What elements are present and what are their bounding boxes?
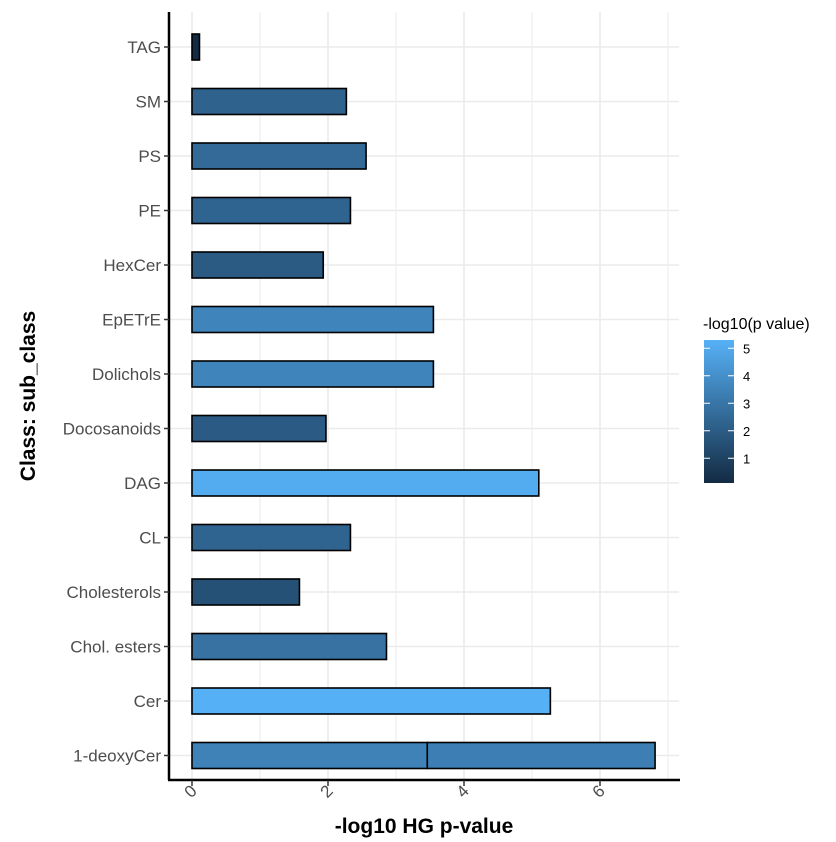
bar [191,632,388,661]
x-ticks: 0 2 4 6 [181,780,609,802]
bar [191,196,352,225]
x-tick-label: 0 [181,781,201,801]
bar [191,305,435,334]
bars [191,33,656,770]
y-tick-label: 1-deoxyCer [73,747,161,766]
legend-ticks: 1 2 3 4 5 [704,341,750,466]
x-tick-label: 6 [589,781,609,801]
y-tick-label: DAG [124,474,161,493]
grid [169,12,679,780]
colorbar-tick-label: 5 [743,341,750,356]
colorbar-tick-label: 3 [743,396,750,411]
y-tick-label: PE [138,202,161,221]
y-tick-label: HexCer [103,256,161,275]
colorbar-tick-label: 4 [743,369,750,384]
y-tick-label: Dolichols [92,365,161,384]
legend-title: -log10(p value) [703,316,810,333]
x-tick-label: 4 [453,781,473,801]
bar [191,33,201,61]
x-axis-title: -log10 HG p-value [335,815,514,838]
legend: -log10(p value) 1 2 3 4 5 [703,316,810,483]
x-tick-label: 2 [317,781,337,801]
bar [191,414,327,443]
bar [191,469,540,497]
y-tick-label: Chol. esters [70,638,161,657]
colorbar-tick-label: 2 [743,424,750,439]
bar [191,687,552,715]
y-tick-label: PS [138,147,161,166]
bar [191,578,301,606]
y-tick-label: Cholesterols [67,583,162,602]
y-tick-label: TAG [127,38,161,57]
y-tick-label: Cer [134,692,162,711]
bar [191,741,429,770]
y-ticks: TAG SM PS PE HexCer EpETrE Dolichols Docosanoid… [63,38,169,766]
bar [191,87,348,116]
bar [426,741,656,770]
bar [191,360,435,388]
bar [191,142,367,170]
y-tick-label: EpETrE [102,311,161,330]
bar [191,523,352,552]
bar [191,251,325,279]
y-tick-label: Docosanoids [63,420,161,439]
y-tick-label: CL [139,529,161,548]
colorbar-tick-label: 1 [743,451,750,466]
y-axis-title: Class: sub_class [17,311,40,481]
colorbar [704,340,734,483]
y-tick-label: SM [136,93,162,112]
